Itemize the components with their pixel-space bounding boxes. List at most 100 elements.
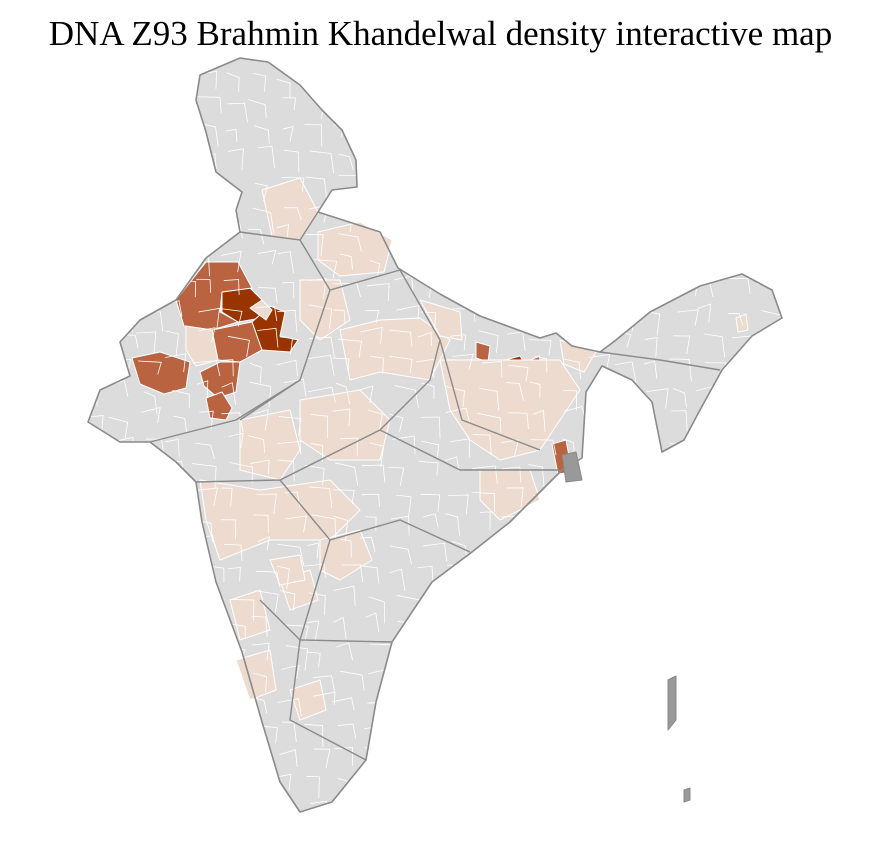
- district-border-line: [729, 391, 747, 414]
- district-border-line: [110, 257, 126, 277]
- district-border-line: [418, 750, 444, 767]
- district-border-line: [565, 209, 579, 227]
- district-border-line: [333, 309, 346, 323]
- district-border-line: [394, 195, 420, 210]
- district-border-line: [564, 643, 588, 656]
- district-border-line: [755, 411, 769, 425]
- district-border-line: [419, 95, 431, 117]
- district-border-line: [136, 795, 155, 812]
- district-border-line: [672, 335, 691, 355]
- district-border-line: [670, 410, 688, 433]
- district-border-line: [332, 408, 351, 427]
- district-border-line: [530, 439, 557, 456]
- district-low-density[interactable]: [289, 679, 327, 721]
- district-border-line: [420, 493, 441, 512]
- district-border-line: [221, 202, 237, 224]
- district-border-line: [196, 380, 209, 399]
- district-border-line: [249, 775, 270, 790]
- district-border-line: [422, 542, 448, 562]
- district-border-line: [225, 128, 238, 142]
- district-low-density[interactable]: [269, 554, 306, 586]
- district-low-density[interactable]: [235, 649, 277, 701]
- district-border-line: [669, 197, 695, 212]
- district-border-line: [389, 666, 412, 679]
- district-border-line: [448, 494, 469, 515]
- district-medium-density[interactable]: [475, 341, 491, 363]
- district-border-line: [196, 278, 212, 293]
- district-border-line: [788, 595, 806, 609]
- district-border-line: [364, 797, 387, 812]
- district-border-line: [559, 677, 572, 696]
- district-border-line: [473, 227, 497, 245]
- district-border-line: [755, 466, 777, 489]
- district-border-line: [586, 699, 609, 717]
- district-low-density[interactable]: [419, 299, 463, 341]
- district-border-line: [731, 517, 757, 539]
- district-border-line: [137, 669, 161, 691]
- district-border-line: [472, 492, 496, 513]
- district-border-line: [284, 624, 309, 642]
- district-border-line: [221, 412, 244, 432]
- district-border-line: [198, 307, 220, 329]
- district-border-line: [478, 330, 499, 353]
- district-low-density[interactable]: [317, 221, 393, 277]
- district-border-line: [620, 464, 638, 482]
- district-border-line: [248, 229, 265, 245]
- district-border-line: [280, 590, 296, 611]
- island: [561, 451, 583, 483]
- district-border-line: [88, 327, 105, 350]
- district-border-line: [137, 259, 155, 274]
- district-border-line: [420, 692, 436, 715]
- district-border-line: [281, 664, 300, 679]
- district-medium-density[interactable]: [199, 361, 241, 399]
- district-border-line: [528, 670, 541, 695]
- district-low-density[interactable]: [249, 299, 273, 321]
- district-border-line: [88, 595, 100, 618]
- district-border-line: [676, 746, 696, 766]
- district-border-line: [220, 308, 243, 327]
- district-border-line: [173, 415, 188, 433]
- district-border-line: [530, 179, 549, 193]
- district-border-line: [88, 121, 102, 139]
- district-border-line: [557, 614, 580, 636]
- district-border-line: [419, 145, 440, 160]
- district-border-line: [698, 201, 710, 224]
- district-border-line: [420, 121, 443, 139]
- district-border-line: [790, 415, 806, 436]
- district-border-line: [257, 327, 279, 348]
- district-medium-density[interactable]: [205, 391, 233, 421]
- district-border-line: [584, 542, 599, 564]
- district-border-line: [641, 129, 661, 150]
- district-border-line: [283, 378, 307, 397]
- district-low-density[interactable]: [299, 389, 391, 461]
- district-border-line: [255, 590, 279, 613]
- density-regions[interactable]: [131, 177, 749, 721]
- district-low-density[interactable]: [299, 279, 351, 341]
- district-border-line: [586, 95, 606, 115]
- district-border-line: [361, 493, 380, 508]
- district-low-density[interactable]: [439, 359, 581, 461]
- district-border-line: [675, 459, 688, 479]
- district-low-density[interactable]: [319, 529, 373, 581]
- district-border-line: [557, 488, 575, 507]
- district-border-line: [480, 157, 498, 172]
- district-border-line: [671, 254, 686, 276]
- district-border-line: [88, 171, 103, 194]
- district-border-line: [474, 664, 486, 684]
- district-border-line: [757, 797, 778, 811]
- district-low-density[interactable]: [229, 589, 271, 641]
- district-border-line: [560, 597, 578, 624]
- district-border-line: [695, 128, 716, 151]
- district-border-line: [645, 801, 671, 812]
- district-border-line: [138, 723, 151, 743]
- district-border-line: [481, 543, 506, 557]
- district-border-line: [145, 227, 169, 249]
- district-border-line: [696, 649, 720, 663]
- district-border-line: [537, 305, 558, 318]
- district-border-line: [444, 153, 461, 173]
- district-border-line: [533, 355, 548, 373]
- district-border-line: [396, 304, 420, 320]
- district-border-line: [563, 358, 582, 380]
- district-medium-density[interactable]: [131, 351, 191, 395]
